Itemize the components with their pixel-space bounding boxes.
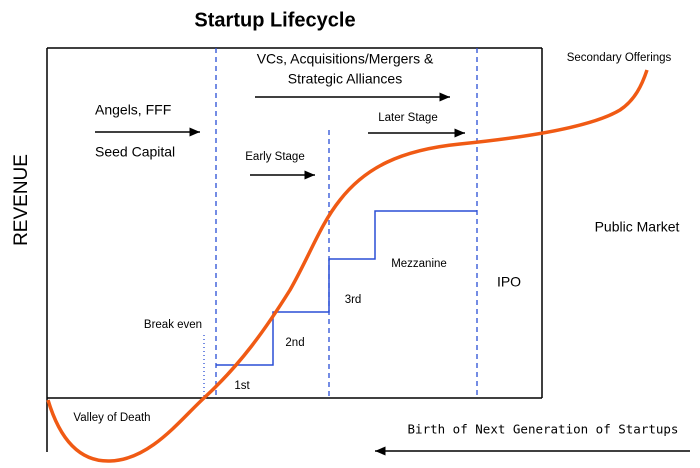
label: Later Stage (378, 112, 437, 124)
label: Early Stage (245, 151, 304, 163)
label: VCs, Acquisitions/Mergers & (257, 51, 434, 67)
label: 1st (234, 380, 250, 392)
label: Valley of Death (73, 412, 150, 424)
label: Birth of Next Generation of Startups (408, 422, 679, 437)
y-axis-label: REVENUE (11, 154, 32, 246)
funding-steps (216, 210, 477, 366)
frame (46, 47, 543, 452)
revenue-curve (46, 69, 649, 463)
label: Seed Capital (95, 144, 175, 160)
label: Secondary Offerings (567, 52, 672, 64)
label: Strategic Alliances (288, 71, 402, 87)
label: Break even (144, 319, 202, 331)
label: 3rd (345, 294, 362, 306)
label: Mezzanine (391, 258, 447, 270)
label: Angels, FFF (95, 102, 171, 118)
label: IPO (497, 274, 521, 290)
label: Public Market (595, 219, 680, 235)
arrows (95, 92, 690, 456)
title: Startup Lifecycle (194, 9, 355, 31)
label: 2nd (285, 337, 304, 349)
stage-dividers (215, 48, 478, 398)
